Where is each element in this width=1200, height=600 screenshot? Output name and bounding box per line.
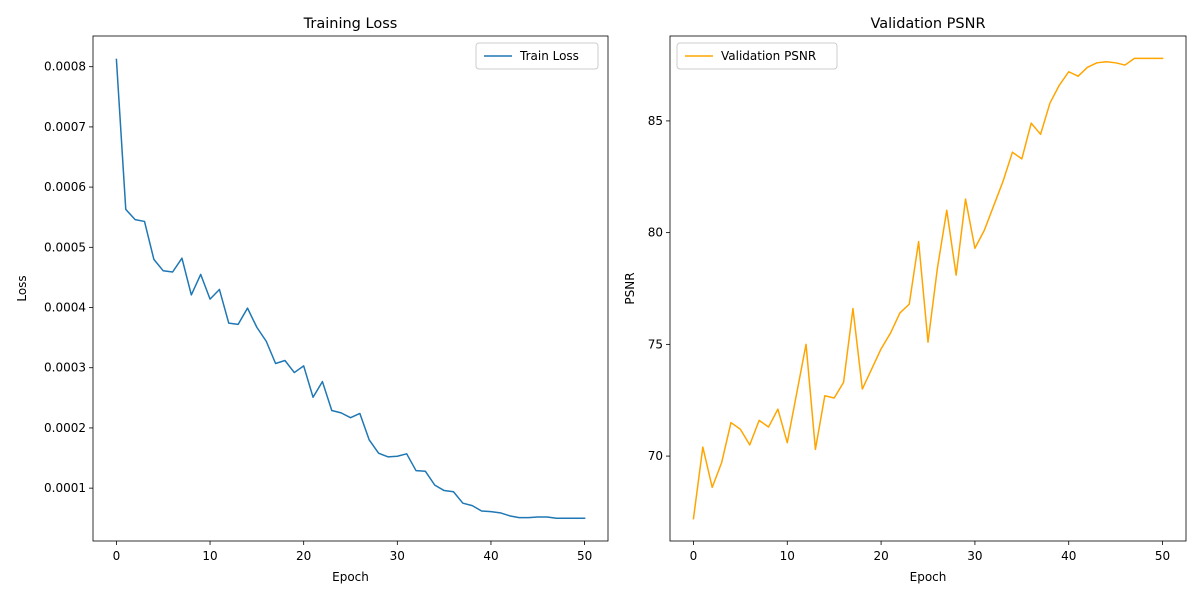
x-tick-label: 40 — [1061, 549, 1076, 563]
y-tick-label: 0.0003 — [44, 361, 86, 375]
legend-box — [676, 42, 838, 70]
x-tick-label: 30 — [390, 549, 405, 563]
series-line-train-loss — [115, 58, 586, 519]
plot-area-frame — [92, 35, 609, 542]
y-tick-label: 85 — [648, 114, 663, 128]
x-tick-label: 10 — [780, 549, 795, 563]
x-tick-label: 50 — [577, 549, 592, 563]
plot-area-frame — [669, 35, 1187, 542]
x-tick-label: 40 — [483, 549, 498, 563]
training-loss-chart: Training Loss 0 10 20 30 40 50 0.0001 0.0002 0.00… — [15, 16, 609, 584]
legend-label: Train Loss — [519, 49, 579, 63]
chart-title: Training Loss — [303, 16, 398, 32]
x-tick-label: 0 — [113, 549, 121, 563]
legend: Train Loss — [475, 42, 599, 70]
y-tick-label: 0.0006 — [44, 180, 86, 194]
legend: Validation PSNR — [676, 42, 838, 70]
y-tick-label: 75 — [648, 337, 663, 351]
y-tick-label: 0.0004 — [44, 301, 86, 315]
y-axis-label: Loss — [15, 275, 29, 301]
y-axis-label: PSNR — [623, 272, 637, 304]
x-tick-label: 20 — [873, 549, 888, 563]
x-tick-label: 10 — [202, 549, 217, 563]
x-tick-label: 20 — [296, 549, 311, 563]
x-tick-label: 30 — [967, 549, 982, 563]
y-tick-label: 0.0008 — [44, 60, 86, 74]
legend-label: Validation PSNR — [721, 49, 816, 63]
legend-box — [475, 42, 599, 70]
x-axis-label: Epoch — [910, 570, 947, 584]
chart-title: Validation PSNR — [870, 16, 985, 32]
x-tick-label: 50 — [1155, 549, 1170, 563]
series-line-validation-psnr — [692, 57, 1164, 520]
y-tick-label: 0.0001 — [44, 481, 86, 495]
x-axis-label: Epoch — [332, 570, 369, 584]
y-tick-label: 0.0002 — [44, 421, 86, 435]
y-tick-label: 80 — [648, 226, 663, 240]
x-tick-label: 0 — [690, 549, 698, 563]
y-tick-label: 0.0007 — [44, 120, 86, 134]
validation-psnr-chart: Validation PSNR 0 10 20 30 40 50 70 75 80 85 Epoch P… — [623, 16, 1187, 584]
y-tick-label: 70 — [648, 449, 663, 463]
y-tick-label: 0.0005 — [44, 240, 86, 254]
